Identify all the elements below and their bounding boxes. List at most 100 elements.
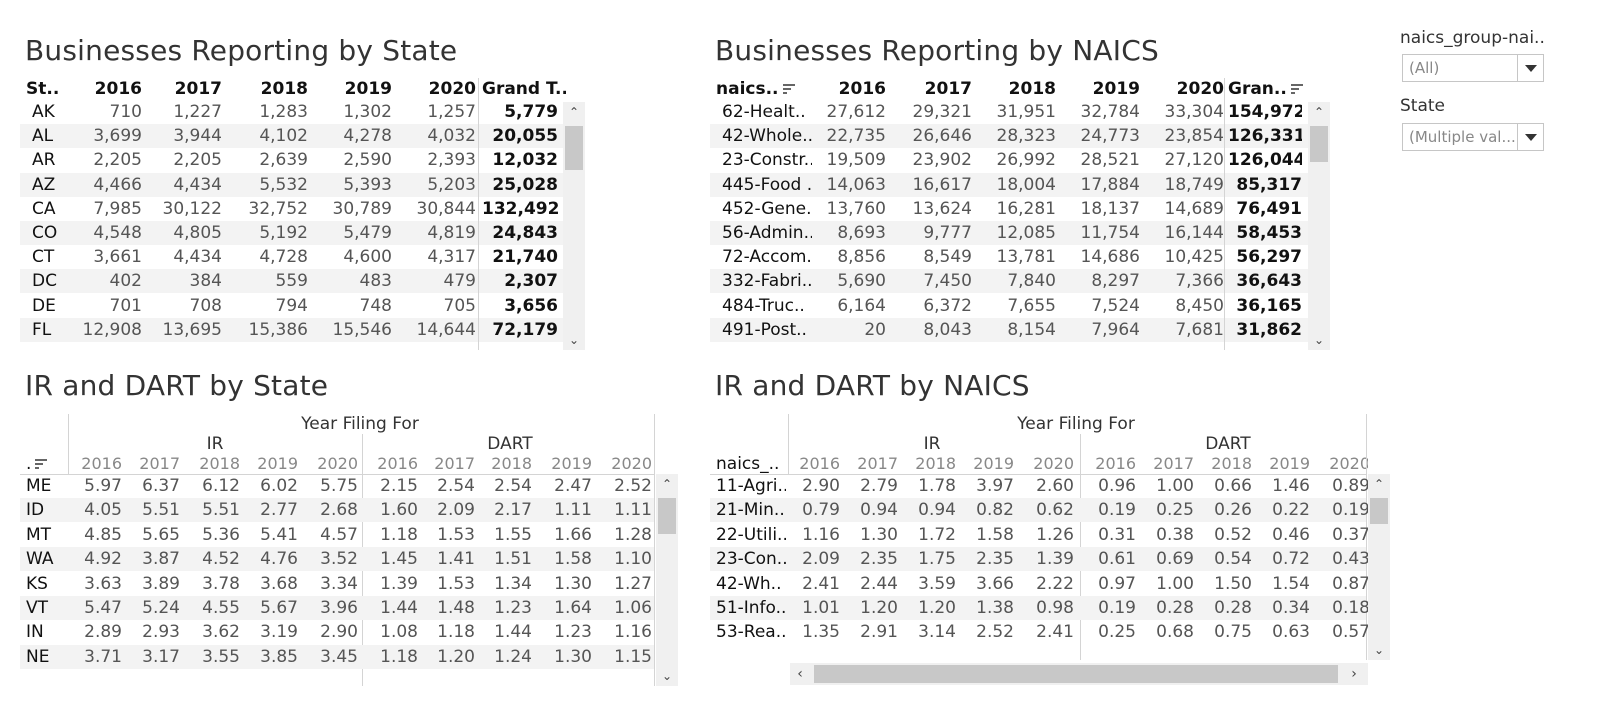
scroll-thumb[interactable] — [1310, 126, 1328, 162]
scroll-up-icon[interactable]: ⌃ — [1373, 477, 1385, 491]
table-row[interactable]: NE 3.71 3.17 3.55 3.85 3.45 1.18 1.20 1.24 1.30 1.… — [20, 644, 654, 669]
scroll-right-icon[interactable]: › — [1351, 666, 1357, 682]
table-row[interactable]: 445-Food .. 14,063 16,617 18,004 17,884 18,74… — [710, 172, 1308, 197]
scroll-left-icon[interactable]: ‹ — [797, 666, 803, 682]
column-header[interactable]: 2016 — [810, 78, 886, 100]
ir-dart-by-naics-scrollbar[interactable]: ⌃ ⌄ — [1368, 474, 1390, 660]
year-header[interactable]: 2018 — [491, 454, 532, 473]
table-row[interactable]: 484-Truc.. 6,164 6,372 7,655 7,524 8,450 36,16… — [710, 294, 1308, 318]
table-row[interactable]: 332-Fabri.. 5,690 7,450 7,840 8,297 7,366 36,6… — [710, 269, 1308, 294]
year-header[interactable]: 2019 — [551, 454, 592, 473]
table-row[interactable]: AR 2,205 2,205 2,639 2,590 2,393 12,032 — [20, 148, 566, 172]
table-row[interactable]: 42-Wh.. 2.41 2.44 3.59 3.66 2.22 0.97 1.00 1.50 1… — [710, 572, 1368, 596]
table-row[interactable]: 56-Admin.. 8,693 9,777 12,085 11,754 16,144 58… — [710, 221, 1308, 245]
table-row[interactable]: 53-Rea.. 1.35 2.91 3.14 2.52 2.41 0.25 0.68 0.75… — [710, 620, 1368, 644]
sort-icon[interactable] — [782, 84, 795, 94]
table-row[interactable]: 42-Whole.. 22,735 26,646 28,323 24,773 23,854… — [710, 124, 1308, 149]
year-header[interactable]: 2020 — [1033, 454, 1074, 473]
table-row[interactable]: AL 3,699 3,944 4,102 4,278 4,032 20,055 — [20, 124, 566, 149]
year-header[interactable]: 2018 — [1211, 454, 1252, 473]
year-header[interactable]: 2019 — [1269, 454, 1310, 473]
year-header[interactable]: 2016 — [1095, 454, 1136, 473]
table-row[interactable]: 22-Utili.. 1.16 1.30 1.72 1.58 1.26 0.31 0.38 0.… — [710, 523, 1368, 547]
ir-dart-by-state-scrollbar[interactable]: ⌃ ⌄ — [656, 474, 678, 686]
year-header[interactable]: 2017 — [434, 454, 475, 473]
table-row[interactable]: AZ 4,466 4,434 5,532 5,393 5,203 25,028 — [20, 172, 566, 197]
scroll-up-icon[interactable]: ⌃ — [1313, 105, 1325, 119]
table-row[interactable]: DC 402 384 559 483 479 2,307 — [20, 269, 566, 294]
year-header[interactable]: 2020 — [1329, 454, 1368, 473]
scroll-down-icon[interactable]: ⌄ — [568, 333, 580, 347]
year-header[interactable]: 2018 — [199, 454, 240, 473]
year-header[interactable]: 2019 — [257, 454, 298, 473]
value-cell: 9,777 — [923, 223, 972, 243]
year-header[interactable]: 2016 — [799, 454, 840, 473]
table-row[interactable]: CT 3,661 4,434 4,728 4,600 4,317 21,740 — [20, 245, 566, 269]
chevron-down-icon[interactable] — [1517, 124, 1543, 150]
chevron-down-icon[interactable] — [1517, 55, 1543, 81]
column-header[interactable]: 2018 — [226, 78, 308, 100]
value-cell: 13,624 — [912, 198, 972, 219]
table-row[interactable]: CA 7,985 30,122 32,752 30,789 30,844 132,492 — [20, 197, 566, 221]
year-header[interactable]: 2018 — [915, 454, 956, 473]
table-row[interactable]: 23-Con.. 2.09 2.35 1.75 2.35 1.39 0.61 0.69 0.54… — [710, 547, 1368, 572]
column-header[interactable]: 2019 — [312, 78, 392, 100]
year-header[interactable]: 2019 — [973, 454, 1014, 473]
table-row[interactable]: 51-Info.. 1.01 1.20 1.20 1.38 0.98 0.19 0.28 0.2… — [710, 596, 1368, 620]
businesses-by-state-scrollbar[interactable]: ⌃ ⌄ — [563, 102, 585, 350]
column-header[interactable]: Grand T.. — [482, 78, 566, 100]
column-header[interactable]: 2018 — [976, 78, 1056, 100]
column-header[interactable]: naics.. — [716, 78, 806, 100]
table-row[interactable]: WA 4.92 3.87 4.52 4.76 3.52 1.45 1.41 1.51 1.58 1.… — [20, 547, 654, 572]
table-row[interactable]: FL 12,908 13,695 15,386 15,546 14,644 72,179 — [20, 317, 566, 342]
year-header[interactable]: 2017 — [857, 454, 898, 473]
ir-dart-by-naics-horizontal-scrollbar[interactable]: ‹ › — [790, 663, 1368, 685]
table-row[interactable]: 491-Post.. 20 8,043 8,154 7,964 7,681 31,862 — [710, 317, 1308, 342]
year-header[interactable]: 2020 — [611, 454, 652, 473]
table-row[interactable]: CO 4,548 4,805 5,192 5,479 4,819 24,843 — [20, 221, 566, 245]
table-row[interactable]: 21-Min.. 0.79 0.94 0.94 0.82 0.62 0.19 0.25 0.26… — [710, 498, 1368, 523]
year-header[interactable]: 2017 — [1153, 454, 1194, 473]
table-row[interactable]: VT 5.47 5.24 4.55 5.67 3.96 1.44 1.48 1.23 1.64 1.… — [20, 596, 654, 620]
table-row[interactable]: 11-Agri.. 2.90 2.79 1.78 3.97 2.60 0.96 1.00 0.6… — [710, 474, 1368, 498]
row-header[interactable]: naics_.. — [716, 453, 792, 475]
scroll-down-icon[interactable]: ⌄ — [1373, 643, 1385, 657]
naics-filter-dropdown[interactable]: (All) — [1402, 54, 1544, 82]
scroll-up-icon[interactable]: ⌃ — [661, 477, 673, 491]
scroll-thumb[interactable] — [658, 498, 676, 534]
table-row[interactable]: 62-Healt.. 27,612 29,321 31,951 32,784 33,304… — [710, 100, 1308, 124]
table-row[interactable]: ID 4.05 5.51 5.51 2.77 2.68 1.60 2.09 2.17 1.11 1.… — [20, 498, 654, 523]
table-row[interactable]: MT 4.85 5.65 5.36 5.41 4.57 1.18 1.53 1.55 1.66 1.… — [20, 523, 654, 547]
year-header[interactable]: 2017 — [139, 454, 180, 473]
column-header[interactable]: 2016 — [70, 78, 142, 100]
sort-icon[interactable] — [35, 459, 48, 469]
scroll-down-icon[interactable]: ⌄ — [1313, 333, 1325, 347]
table-row[interactable]: IN 2.89 2.93 3.62 3.19 2.90 1.08 1.18 1.44 1.23 1.… — [20, 620, 654, 644]
table-row[interactable]: 72-Accom.. 8,856 8,549 13,781 14,686 10,425 56… — [710, 245, 1308, 269]
column-header[interactable]: Gran.. — [1228, 78, 1303, 100]
table-row[interactable]: 23-Constr.. 19,509 23,902 26,992 28,521 27,12… — [710, 148, 1308, 172]
scroll-thumb[interactable] — [814, 665, 1338, 683]
businesses-by-naics-scrollbar[interactable]: ⌃ ⌄ — [1308, 102, 1330, 350]
column-header[interactable]: 2017 — [148, 78, 222, 100]
table-row[interactable]: ME 5.97 6.37 6.12 6.02 5.75 2.15 2.54 2.54 2.47 2.… — [20, 474, 654, 498]
column-header[interactable]: St.. — [26, 78, 66, 100]
year-header[interactable]: 2016 — [377, 454, 418, 473]
year-header[interactable]: 2016 — [81, 454, 122, 473]
table-row[interactable]: 452-Gene.. 13,760 13,624 16,281 18,137 14,689… — [710, 197, 1308, 221]
table-row[interactable]: DE 701 708 794 748 705 3,656 — [20, 294, 566, 318]
column-header[interactable]: 2020 — [396, 78, 476, 100]
scroll-up-icon[interactable]: ⌃ — [568, 105, 580, 119]
state-filter-dropdown[interactable]: (Multiple val... — [1402, 123, 1544, 151]
column-header[interactable]: 2017 — [892, 78, 972, 100]
sort-icon[interactable] — [1290, 84, 1303, 94]
row-header[interactable]: . — [26, 453, 72, 475]
column-header[interactable]: 2019 — [1060, 78, 1140, 100]
scroll-thumb[interactable] — [1370, 498, 1388, 524]
scroll-down-icon[interactable]: ⌄ — [661, 669, 673, 683]
year-header[interactable]: 2020 — [317, 454, 358, 473]
column-header[interactable]: 2020 — [1144, 78, 1224, 100]
scroll-thumb[interactable] — [565, 126, 583, 170]
table-row[interactable]: AK 710 1,227 1,283 1,302 1,257 5,779 — [20, 100, 566, 124]
table-row[interactable]: KS 3.63 3.89 3.78 3.68 3.34 1.39 1.53 1.34 1.30 1.… — [20, 572, 654, 596]
